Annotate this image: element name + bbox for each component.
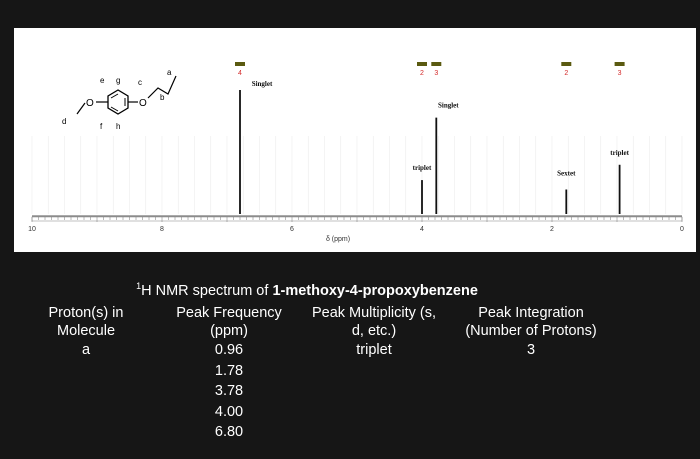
integration-value: 2 (420, 70, 424, 77)
label-d: d (62, 117, 66, 126)
header-frequency-line1: Peak Frequency (176, 305, 282, 321)
oxygen-1-label: O (86, 98, 94, 109)
integration-value: 3 (618, 70, 622, 77)
integration-bar (431, 62, 442, 66)
x-tick-label: 6 (290, 226, 294, 233)
label-e: e (100, 76, 105, 85)
x-tick-label: 0 (680, 226, 684, 233)
integration-bar (235, 62, 245, 66)
caption-compound: 1-methoxy-4-propoxybenzene (272, 282, 478, 299)
propyl-chain (147, 75, 177, 99)
header-protons-line2: Molecule (56, 323, 116, 339)
table-col-protons: Proton(s) in Molecule a (30, 304, 142, 361)
peak-multiplicity-label: triplet (610, 149, 629, 157)
integration-value: 2 (564, 70, 568, 77)
table-col-multiplicity: Peak Multiplicity (s, d, etc.) triplet (300, 304, 448, 361)
label-a: a (167, 68, 172, 77)
peak-multiplicity-label: Singlet (252, 80, 273, 88)
table-cell: a (81, 342, 91, 358)
header-frequency-line2: (ppm) (210, 323, 248, 339)
label-c: c (138, 78, 142, 87)
peak-multiplicity-label: Singlet (438, 102, 459, 110)
x-axis-label: δ (ppm) (326, 236, 350, 243)
header-integration-line1: Peak Integration (478, 305, 584, 321)
spectrum-panel: O O a b c d e f g h Singlet 4 triplet 2 Sing… (14, 28, 696, 252)
x-tick-label: 10 (28, 226, 36, 233)
integration-value: 4 (238, 70, 242, 77)
molecule-structure: O O a b c d e f g h (62, 68, 177, 131)
integration-bar (561, 62, 572, 66)
benzene-ring (107, 89, 129, 115)
integration-bar (614, 62, 625, 66)
label-f: f (100, 122, 103, 131)
chart-peaks: Singlet 4 triplet 2 Singlet 3 Sextet 2 triplet 3 (235, 62, 630, 214)
caption-superscript: 1 (136, 281, 142, 291)
label-g: g (116, 76, 120, 85)
table-cell: 4.00 (214, 403, 244, 420)
caption-prefix: H NMR spectrum of (141, 282, 273, 299)
spectrum-caption: 1H NMR spectrum of 1-methoxy-4-propoxybe… (0, 281, 614, 299)
table-cell: triplet (356, 342, 392, 358)
table-col-integration: Peak Integration (Number of Protons) 3 (450, 304, 612, 361)
table-col-frequency: Peak Frequency (ppm) 0.96 1.78 3.78 4.00… (164, 304, 294, 443)
table-cell: 6.80 (214, 424, 244, 440)
integration-value: 3 (434, 70, 438, 77)
x-tick-label: 8 (160, 226, 164, 233)
x-axis: 10 8 6 4 2 0 (28, 215, 684, 233)
header-protons-line1: Proton(s) in (48, 305, 124, 321)
table-cell: 3 (526, 342, 536, 358)
header-multiplicity-line2: d, etc.) (351, 323, 397, 339)
oxygen-2-label: O (139, 98, 147, 109)
label-h: h (116, 122, 120, 131)
integration-bar (417, 62, 427, 66)
x-tick-label: 2 (550, 226, 554, 233)
header-multiplicity-line1: Peak Multiplicity (s, (311, 305, 437, 321)
peak-multiplicity-label: Sextet (557, 170, 576, 178)
peak-multiplicity-label: triplet (413, 164, 432, 172)
header-integration-line2: (Number of Protons) (465, 323, 597, 339)
table-cell: 3.78 (214, 383, 244, 399)
bond-methyl (76, 102, 86, 115)
x-tick-label: 4 (420, 226, 424, 233)
table-cell: 0.96 (214, 342, 244, 358)
nmr-spectrum-chart: O O a b c d e f g h Singlet4triplet2Sing… (28, 62, 684, 243)
chart-grid (31, 136, 683, 214)
table-cell: 1.78 (214, 362, 244, 379)
label-b: b (160, 93, 165, 102)
